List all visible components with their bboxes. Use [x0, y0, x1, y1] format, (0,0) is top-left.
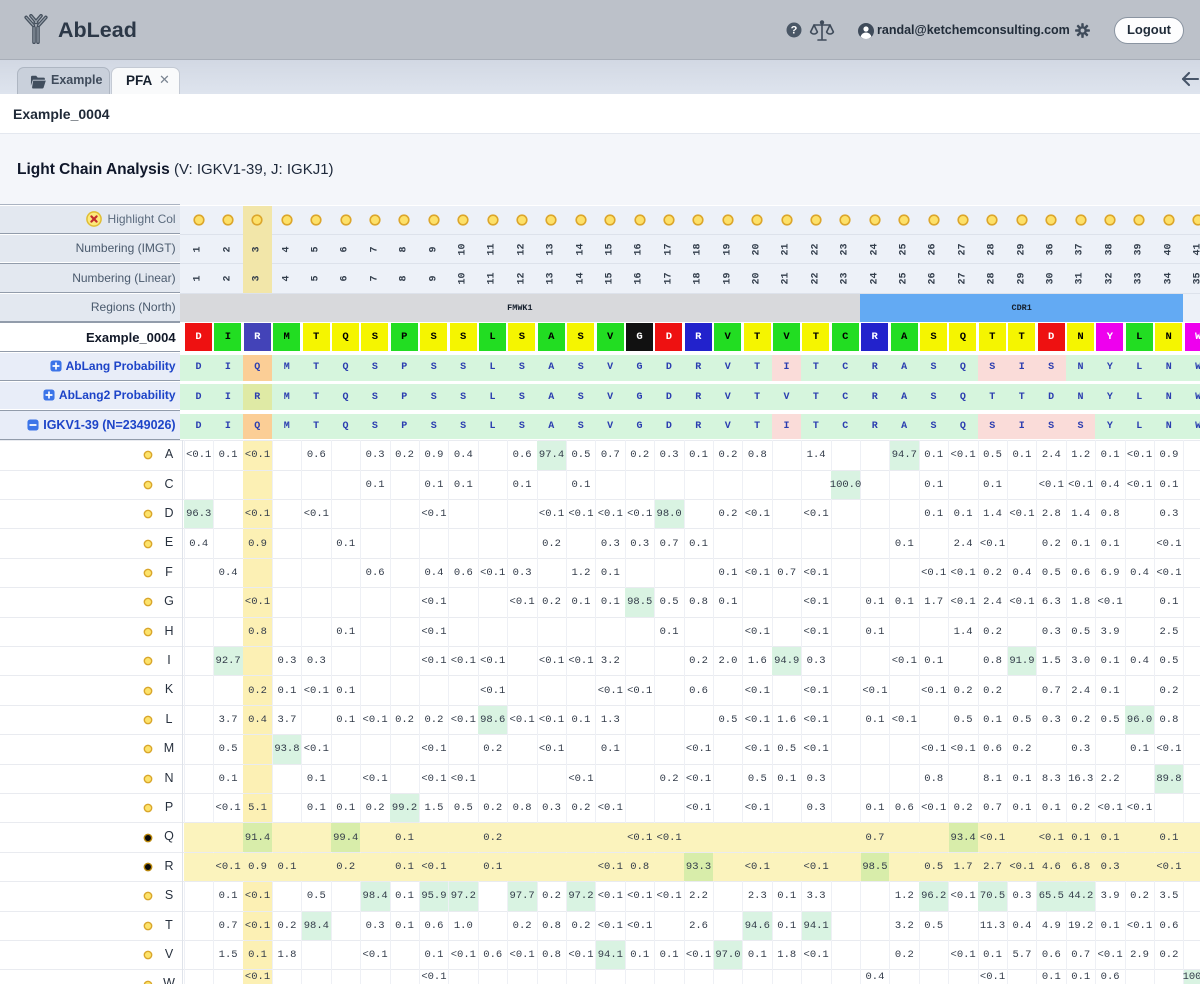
svg-text:?: ?: [791, 25, 798, 37]
